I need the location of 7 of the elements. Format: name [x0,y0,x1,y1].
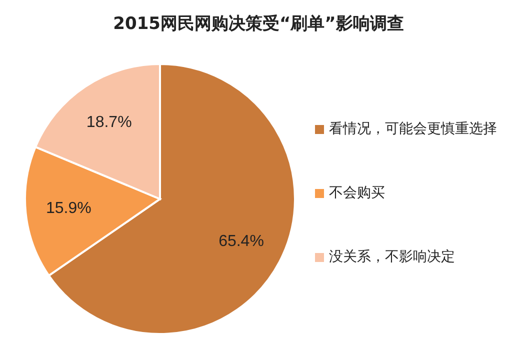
legend-label: 没关系，不影响决定 [329,248,455,266]
legend-label: 不会购买 [329,184,385,202]
data-label: 65.4% [218,233,264,250]
data-label: 15.9% [46,200,92,217]
legend-label: 看情况，可能会更慎重选择 [329,120,497,138]
data-label: 18.7% [86,114,132,132]
chart-title: 2015网民网购决策受“刷单”影响调查 [112,13,405,35]
